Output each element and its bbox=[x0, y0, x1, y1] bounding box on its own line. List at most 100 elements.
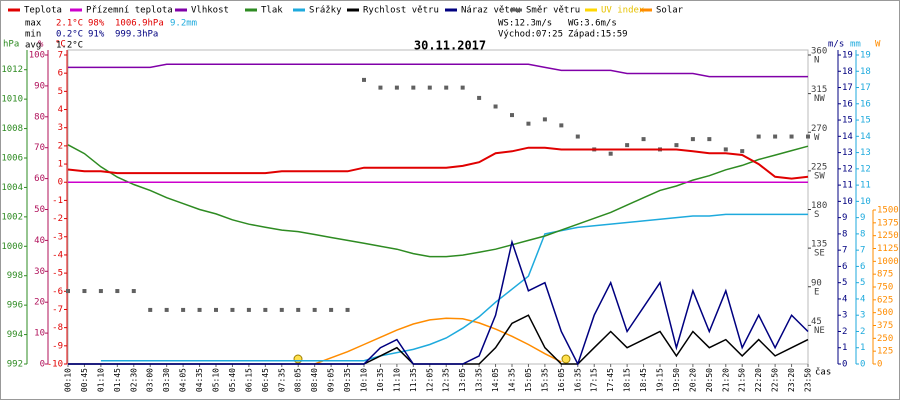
y-tick-label: 11 bbox=[860, 181, 871, 191]
y-tick-label: 996 bbox=[7, 301, 23, 311]
y-tick-label: 125 bbox=[877, 347, 893, 357]
stat-label: min bbox=[25, 30, 41, 40]
y-tick-label: 875 bbox=[877, 270, 893, 280]
compass-label: S bbox=[814, 210, 819, 220]
direction-point bbox=[164, 307, 169, 312]
stat-humidity: 91% bbox=[88, 30, 105, 40]
y-tick-label: 994 bbox=[7, 330, 23, 340]
y-tick-label: 60 bbox=[34, 174, 45, 184]
direction-point bbox=[362, 77, 366, 82]
y-tick-label: 15 bbox=[860, 116, 871, 126]
direction-point bbox=[263, 307, 268, 312]
y-tick-label: 1500 bbox=[877, 206, 899, 216]
direction-point bbox=[394, 85, 399, 90]
x-tick-label: 10:35 bbox=[376, 368, 385, 392]
compass-label: SW bbox=[814, 171, 825, 181]
x-tick-label: 18:45 bbox=[639, 368, 648, 392]
x-tick-label: 07:35 bbox=[277, 368, 286, 392]
y-tick-label: 1002 bbox=[1, 212, 23, 222]
y-tick-label: 375 bbox=[877, 321, 893, 331]
y-tick-label: 0 bbox=[842, 360, 847, 370]
x-tick-label: 02:30 bbox=[129, 368, 138, 392]
y-tick-label: 625 bbox=[877, 295, 893, 305]
direction-point bbox=[296, 307, 301, 312]
series-line bbox=[67, 144, 809, 258]
x-tick-label: 19:15 bbox=[656, 368, 665, 392]
stat-humidity: 98% bbox=[88, 19, 105, 29]
y-tick-label: 3 bbox=[860, 311, 865, 321]
legend-label: Přízemní teplota bbox=[86, 6, 173, 16]
x-tick-label: 19:50 bbox=[672, 368, 681, 392]
y-tick-label: 0 bbox=[877, 360, 882, 370]
x-tick-label: 14:35 bbox=[508, 368, 517, 392]
legend-label: Solar bbox=[656, 6, 684, 16]
y-tick-label: 3 bbox=[842, 311, 847, 321]
y-tick-label: 1012 bbox=[1, 65, 23, 75]
direction-point bbox=[526, 121, 531, 126]
sunrise-icon bbox=[293, 354, 303, 364]
direction-point bbox=[477, 95, 482, 100]
series-line bbox=[314, 317, 562, 365]
x-tick-label: 20:50 bbox=[705, 368, 714, 392]
direction-point bbox=[197, 307, 202, 312]
y-tick-label: 11 bbox=[842, 181, 853, 191]
direction-point bbox=[806, 134, 810, 139]
direction-point bbox=[411, 85, 416, 90]
compass-label: NE bbox=[814, 326, 825, 336]
x-tick-label: 16:35 bbox=[573, 368, 582, 392]
stat-label: max bbox=[25, 19, 42, 29]
y-tick-label: 12 bbox=[842, 164, 853, 174]
y-tick-label: -8 bbox=[52, 323, 63, 333]
y-tick-label: 998 bbox=[7, 271, 23, 281]
y-tick-label: 90 bbox=[34, 81, 45, 91]
y-tick-label: 0 bbox=[860, 360, 865, 370]
y-tick-label: 1010 bbox=[1, 95, 23, 105]
x-tick-label: 01:45 bbox=[113, 368, 122, 392]
y-tick-label: 7 bbox=[842, 246, 847, 256]
x-tick-label: 17:45 bbox=[606, 368, 615, 392]
direction-point bbox=[510, 113, 514, 118]
direction-point bbox=[181, 307, 186, 312]
y-tick-label: 315 bbox=[811, 85, 827, 95]
y-tick-label: 7 bbox=[58, 51, 63, 61]
x-tick-label: 06:45 bbox=[261, 368, 270, 392]
y-tick-label: 12 bbox=[860, 164, 871, 174]
y-tick-label: 3 bbox=[58, 123, 63, 133]
legend-label: Náraz větru bbox=[461, 6, 521, 16]
x-tick-label: 11:10 bbox=[392, 368, 401, 392]
direction-point bbox=[312, 307, 317, 312]
y-tick-label: 2 bbox=[58, 141, 63, 151]
stat-temp: 1.2°C bbox=[56, 41, 83, 51]
y-tick-label: 6 bbox=[842, 262, 847, 272]
direction-point bbox=[345, 307, 350, 312]
y-tick-label: 225 bbox=[811, 162, 827, 172]
direction-point bbox=[378, 85, 383, 90]
y-tick-label: 992 bbox=[7, 360, 23, 370]
y-tick-label: 7 bbox=[860, 246, 865, 256]
compass-label: NW bbox=[814, 94, 825, 104]
axis-unit: hPa bbox=[3, 40, 19, 50]
y-tick-label: 750 bbox=[877, 283, 893, 293]
compass-label: SE bbox=[814, 249, 825, 259]
direction-point bbox=[641, 137, 646, 142]
y-tick-label: 70 bbox=[34, 143, 45, 153]
series-line bbox=[100, 213, 808, 362]
y-tick-label: 0 bbox=[58, 178, 63, 188]
direction-point bbox=[427, 85, 432, 90]
direction-point bbox=[131, 289, 136, 294]
legend-label: Teplota bbox=[24, 6, 62, 16]
stat-rain: 9.2mm bbox=[170, 19, 197, 29]
stat-label: avg bbox=[25, 41, 41, 51]
y-tick-label: 1250 bbox=[877, 231, 899, 241]
legend-label: UV index bbox=[601, 6, 645, 16]
stat-wg: WG:3.6m/s bbox=[568, 19, 617, 29]
y-tick-label: 1000 bbox=[877, 257, 899, 267]
y-tick-label: 10 bbox=[842, 197, 853, 207]
y-tick-label: 500 bbox=[877, 308, 893, 318]
direction-point bbox=[756, 134, 761, 139]
y-tick-label: 5 bbox=[58, 87, 63, 97]
y-tick-label: 20 bbox=[34, 298, 45, 308]
y-tick-label: 50 bbox=[34, 205, 45, 215]
series-line bbox=[68, 63, 808, 78]
